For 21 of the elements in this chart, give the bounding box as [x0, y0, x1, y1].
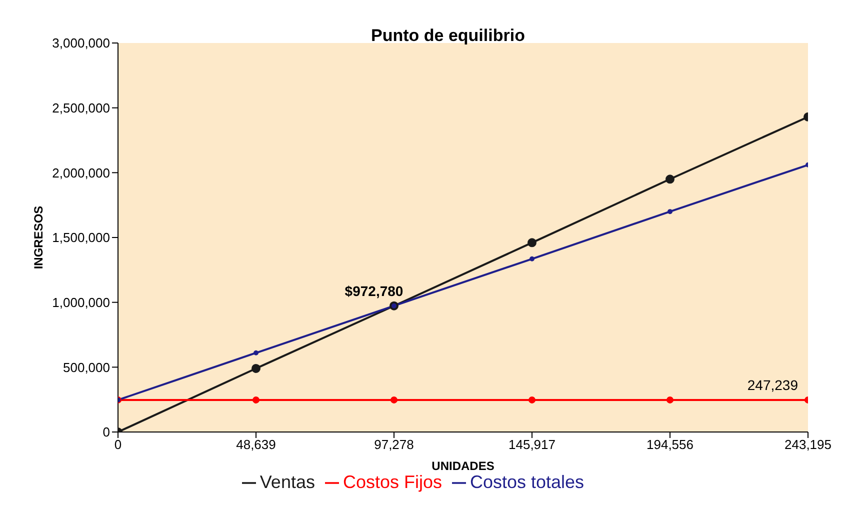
legend-label: Ventas	[260, 472, 315, 492]
x-axis-title: UNIDADES	[432, 459, 494, 473]
x-tick-label: 48,639	[236, 437, 276, 452]
y-tick-label: 500,000	[63, 360, 110, 375]
y-tick-label: 2,000,000	[52, 165, 110, 180]
legend-label: Costos totales	[470, 472, 584, 492]
y-tick-label: 0	[102, 424, 110, 440]
annotation: 247,239	[747, 376, 798, 393]
x-tick-label: 194,556	[646, 437, 694, 452]
annotation: $972,780	[344, 282, 404, 299]
y-tick-label: 1,500,000	[52, 230, 110, 246]
x-tick-label: 145,917	[508, 437, 556, 452]
chart-title: Punto de equilibrio	[371, 26, 525, 45]
x-tick-label: 0	[114, 437, 122, 452]
y-tick-label: 1,000,000	[52, 294, 110, 310]
y-tick-label: 3,000,000	[52, 36, 110, 51]
legend-label: Costos Fijos	[342, 472, 442, 492]
x-tick-label: 243,195	[784, 437, 832, 452]
x-tick-label: 97,278	[374, 437, 414, 452]
y-axis-title: INGRESOS	[31, 206, 46, 270]
y-tick-label: 2,500,000	[52, 100, 110, 116]
